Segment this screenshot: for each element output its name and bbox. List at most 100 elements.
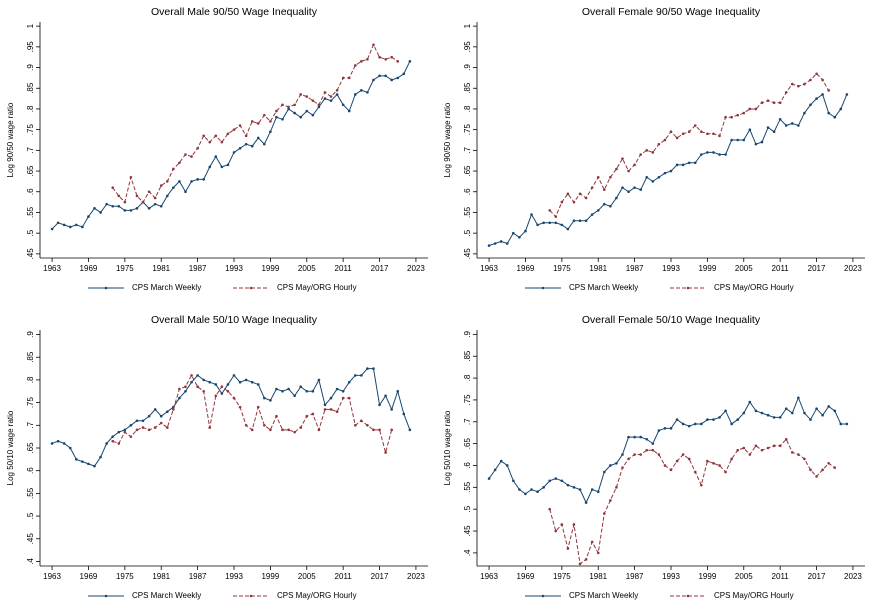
y-tick-label: .4	[463, 549, 472, 556]
data-point	[366, 424, 369, 427]
data-point	[329, 95, 333, 98]
data-point	[839, 107, 843, 111]
data-point	[572, 219, 576, 223]
data-point	[596, 490, 600, 494]
data-point	[311, 389, 315, 393]
data-point	[184, 389, 187, 393]
data-point	[244, 142, 248, 146]
data-point	[657, 453, 661, 456]
data-point	[117, 430, 121, 434]
data-point	[141, 426, 145, 429]
data-point	[202, 134, 205, 138]
chart-title: Overall Male 90/50 Wage Inequality	[151, 6, 318, 18]
y-tick-label: .5	[26, 229, 35, 236]
panel: Overall Female 90/50 Wage Inequality Log …	[443, 6, 865, 292]
data-point	[602, 470, 606, 474]
data-point	[244, 378, 248, 382]
x-tick-label: 1975	[116, 572, 134, 581]
data-point	[366, 91, 369, 94]
data-point	[803, 457, 806, 461]
data-point	[784, 91, 788, 94]
data-point	[129, 209, 133, 212]
y-tick-label: .55	[26, 487, 35, 499]
data-point	[220, 165, 224, 169]
data-point	[766, 126, 770, 129]
data-point	[827, 89, 830, 92]
data-point	[378, 74, 381, 78]
data-point	[232, 151, 236, 154]
data-point	[609, 499, 612, 502]
data-point	[281, 117, 284, 121]
x-tick-label: 1999	[698, 264, 716, 273]
legend-label: CPS May/ORG Hourly	[714, 283, 794, 292]
data-point	[724, 409, 727, 413]
data-point	[244, 134, 248, 138]
data-point	[669, 468, 673, 472]
data-point	[815, 407, 818, 410]
data-point	[147, 428, 151, 432]
data-point	[524, 492, 527, 496]
data-point	[578, 562, 582, 566]
chart-title: Overall Male 50/10 Wage Inequality	[151, 314, 318, 326]
data-point	[578, 488, 582, 491]
y-tick-label: .45	[26, 533, 35, 545]
data-point	[833, 409, 837, 413]
data-point	[675, 418, 679, 421]
y-tick-label: .45	[26, 248, 35, 260]
data-point	[706, 132, 709, 136]
data-point	[797, 84, 800, 88]
data-point	[815, 97, 818, 100]
x-tick-label: 1975	[553, 264, 571, 273]
y-axis-label: Log 50/10 wage ratio	[443, 410, 452, 485]
y-tick-label: .8	[463, 374, 472, 381]
data-point	[269, 399, 272, 402]
data-point	[687, 161, 691, 165]
data-point	[208, 426, 212, 429]
data-point	[378, 55, 381, 59]
data-point	[645, 448, 649, 452]
data-point	[602, 202, 606, 206]
data-point	[123, 209, 127, 212]
data-point	[724, 115, 727, 119]
data-point	[487, 477, 491, 480]
legend-marker	[249, 286, 253, 290]
data-point	[809, 103, 812, 107]
data-point	[244, 424, 248, 427]
data-point	[809, 78, 812, 82]
data-point	[293, 103, 296, 107]
data-point	[548, 507, 552, 511]
data-point	[256, 405, 260, 409]
data-point	[663, 138, 667, 142]
data-point	[141, 419, 145, 423]
data-point	[99, 211, 102, 214]
data-point	[718, 134, 721, 138]
data-point	[633, 435, 636, 439]
data-point	[693, 422, 697, 426]
data-point	[766, 446, 770, 450]
data-point	[518, 488, 521, 491]
data-point	[129, 175, 133, 179]
data-point	[50, 227, 54, 231]
data-point	[657, 175, 661, 179]
data-point	[833, 466, 837, 469]
data-point	[554, 221, 558, 225]
data-point	[172, 167, 175, 171]
data-point	[202, 378, 205, 382]
y-tick-label: .65	[26, 165, 35, 177]
data-point	[299, 426, 303, 429]
data-point	[202, 178, 205, 181]
data-point	[754, 107, 758, 111]
data-point	[615, 461, 618, 465]
data-point	[487, 244, 491, 247]
data-point	[512, 231, 515, 235]
x-tick-label: 2023	[407, 572, 425, 581]
data-point	[68, 225, 72, 229]
data-point	[165, 194, 169, 198]
data-point	[542, 486, 545, 489]
data-point	[639, 453, 642, 456]
data-point	[384, 451, 387, 454]
data-point	[681, 163, 685, 167]
x-tick-label: 1975	[553, 572, 571, 581]
data-point	[748, 400, 752, 404]
y-tick-label: .75	[26, 397, 35, 409]
